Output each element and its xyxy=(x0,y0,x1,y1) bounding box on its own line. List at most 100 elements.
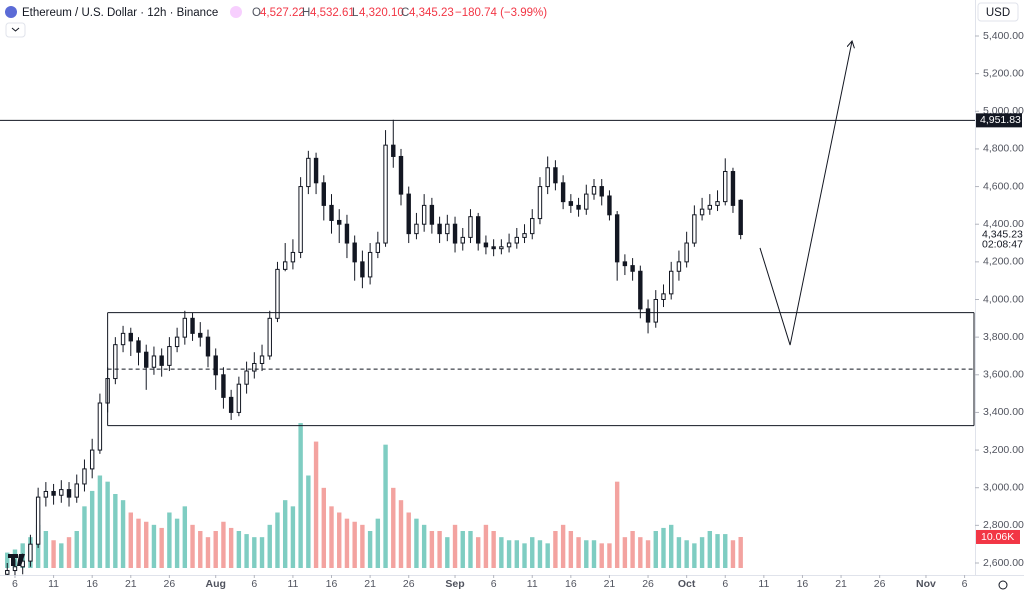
candle-body xyxy=(475,216,481,244)
volume-bar xyxy=(74,531,79,568)
share-icon[interactable] xyxy=(230,6,242,18)
candle-body xyxy=(128,332,133,342)
volume-bar xyxy=(5,552,10,568)
volume-bar xyxy=(43,531,49,568)
candle-body xyxy=(244,370,249,385)
candle-body xyxy=(429,204,435,225)
candle-body xyxy=(723,171,728,203)
candle-body xyxy=(537,186,543,220)
x-tick-label: 26 xyxy=(874,578,886,590)
candle-body xyxy=(252,362,257,372)
candle-body xyxy=(360,261,365,278)
tv-logo xyxy=(8,554,25,566)
last-price-label: 4,345.23 xyxy=(982,228,1023,240)
volume-bar xyxy=(228,527,234,568)
candle-body xyxy=(437,223,442,235)
candle-body xyxy=(576,204,581,210)
candle-body xyxy=(414,223,419,235)
candle-body xyxy=(167,346,172,366)
volume-bar xyxy=(715,534,720,568)
x-tick-label: 6 xyxy=(962,578,968,590)
collapse-chevron xyxy=(11,27,20,32)
volume-bar xyxy=(329,506,334,568)
volume-bar xyxy=(576,537,581,568)
y-tick-label: 4,000.00 xyxy=(983,293,1024,305)
candle-body xyxy=(730,171,736,206)
candle-body xyxy=(66,489,72,498)
candle-body xyxy=(151,355,157,368)
volume-bar xyxy=(475,537,481,568)
x-tick-label: Oct xyxy=(678,578,696,590)
candle-body xyxy=(337,219,342,225)
candle-body xyxy=(59,489,64,496)
candle-body xyxy=(452,223,458,244)
y-tick-label: 3,000.00 xyxy=(983,481,1024,493)
volume-bar xyxy=(568,531,574,568)
volume-bar xyxy=(468,531,473,568)
volume-bar xyxy=(723,534,728,568)
candle-body xyxy=(468,216,473,238)
volume-bar xyxy=(545,543,550,568)
candle-body xyxy=(51,490,56,496)
volume-bar xyxy=(491,531,496,568)
y-tick-label: 3,400.00 xyxy=(983,406,1024,418)
candle-body xyxy=(306,157,311,188)
y-tick-label: 3,200.00 xyxy=(983,444,1024,456)
candle-body xyxy=(213,355,218,376)
volume-bar xyxy=(553,531,558,568)
volume-bar xyxy=(429,531,435,568)
axes: 2,600.00 2,800.00 3,000.00 3,200.00 3,400.00… xyxy=(12,30,1024,590)
settings-icon[interactable] xyxy=(998,580,1008,590)
candle-body xyxy=(82,468,87,485)
candle-body xyxy=(692,214,697,244)
candle-body xyxy=(159,355,164,366)
volume-bar xyxy=(321,487,326,568)
volume-bar xyxy=(414,518,419,568)
volume-bar xyxy=(483,524,489,568)
volume-bar xyxy=(360,524,365,568)
x-tick-label: 11 xyxy=(48,578,59,590)
projection-arrow xyxy=(759,42,852,346)
ohlc-l-value: 4,320.10 xyxy=(359,7,404,19)
candle-body xyxy=(391,144,396,157)
candle-body xyxy=(599,186,604,197)
volume-bar xyxy=(367,531,373,568)
candle-body xyxy=(190,317,195,334)
volume-bar xyxy=(614,481,620,568)
y-tick-label: 4,400.00 xyxy=(983,218,1024,230)
candle-body xyxy=(506,242,512,248)
candle-body xyxy=(607,195,612,216)
candle-body xyxy=(282,261,288,270)
volume-bar xyxy=(97,475,103,568)
volume-bar xyxy=(159,527,164,568)
volume-bar xyxy=(298,423,303,568)
volume-bar xyxy=(445,537,450,568)
candle-body xyxy=(198,332,203,338)
volume-bar xyxy=(676,537,682,568)
candle-body xyxy=(221,374,226,398)
volume-bar xyxy=(391,487,396,568)
volume-bar xyxy=(190,524,195,568)
volume-bar xyxy=(306,475,311,568)
volume-bar xyxy=(89,490,95,568)
collapse-button[interactable] xyxy=(5,22,26,38)
volume-bar xyxy=(213,531,218,568)
candle-body xyxy=(313,157,319,184)
volume-bar xyxy=(275,512,280,568)
volume-bar xyxy=(661,527,666,568)
candle-body xyxy=(5,570,10,575)
volume-bar xyxy=(421,524,427,568)
volume-bar xyxy=(167,512,172,568)
currency-button[interactable] xyxy=(977,2,1019,22)
candle-body xyxy=(584,193,589,210)
volume-bar xyxy=(437,531,442,568)
volume-bar xyxy=(591,540,597,568)
volume-bar xyxy=(699,537,705,568)
candle-body xyxy=(406,193,411,235)
plot-area xyxy=(0,42,975,575)
y-tick-label: 3,800.00 xyxy=(983,331,1024,343)
candle-body xyxy=(174,336,180,348)
x-tick-label: 16 xyxy=(797,578,809,590)
x-tick-label: 6 xyxy=(491,578,497,590)
candle-body xyxy=(228,396,234,413)
